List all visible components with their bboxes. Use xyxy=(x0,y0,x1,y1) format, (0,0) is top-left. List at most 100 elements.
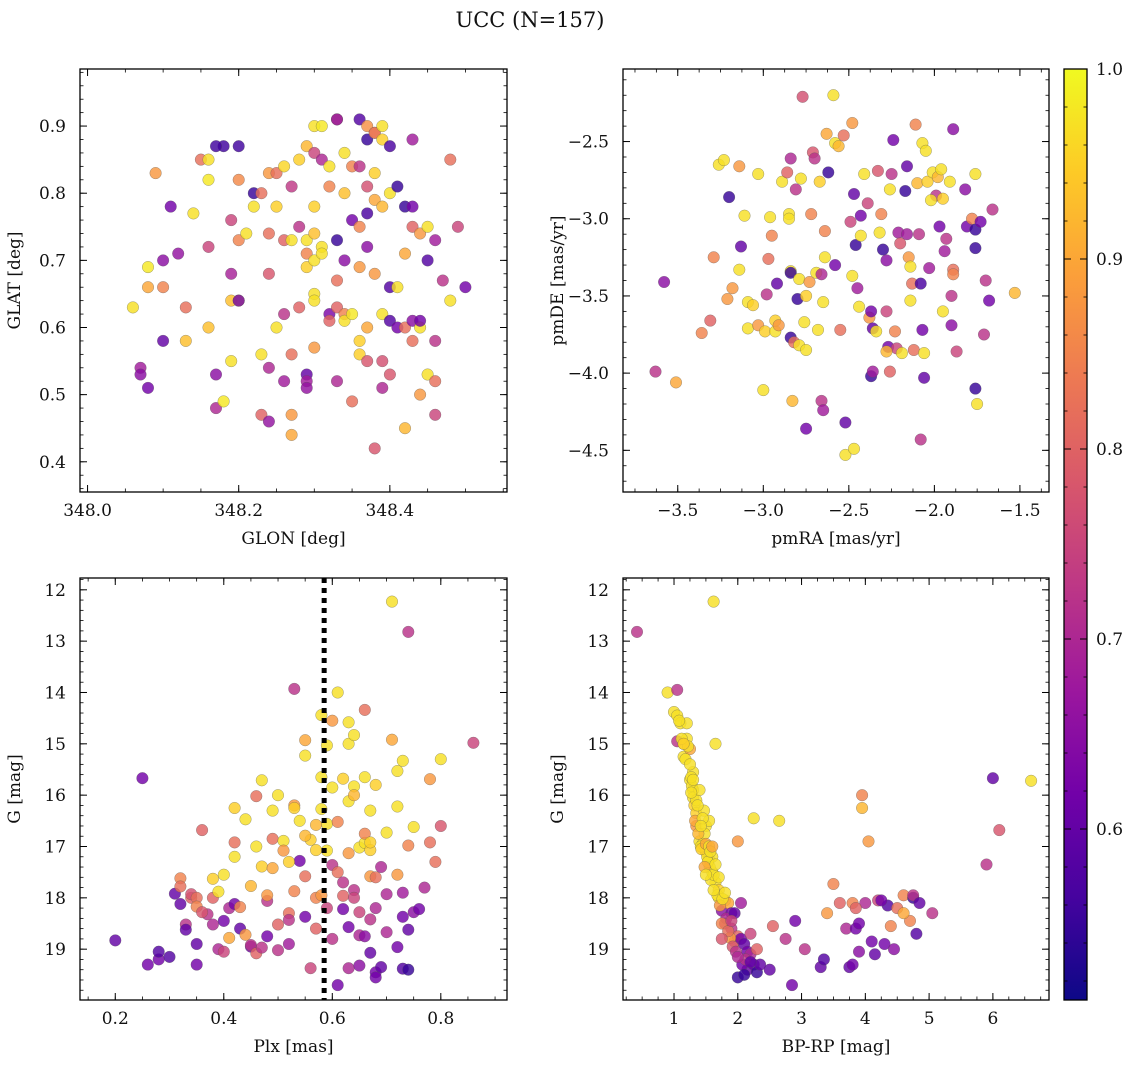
data-point xyxy=(310,818,323,831)
data-point xyxy=(272,789,285,802)
data-point xyxy=(187,207,200,220)
data-point xyxy=(750,943,763,956)
points xyxy=(649,89,1021,461)
x-tick-label: 348.2 xyxy=(214,501,263,521)
data-point xyxy=(776,175,789,188)
data-point xyxy=(699,868,712,881)
data-point xyxy=(266,832,279,845)
data-point xyxy=(326,932,339,945)
y-tick-label: −4.0 xyxy=(568,364,609,384)
data-point xyxy=(877,243,890,256)
data-point xyxy=(337,889,350,902)
data-point xyxy=(217,868,230,881)
data-point xyxy=(894,237,907,250)
data-point xyxy=(421,220,434,233)
data-point xyxy=(331,234,344,247)
data-point xyxy=(800,289,813,302)
data-point xyxy=(202,321,215,334)
data-point xyxy=(209,368,222,381)
data-point xyxy=(444,294,457,307)
data-point xyxy=(974,215,987,228)
data-point xyxy=(300,261,313,274)
data-point xyxy=(300,140,313,153)
data-point xyxy=(854,209,867,222)
y-tick-label: 0.8 xyxy=(39,184,66,204)
data-point xyxy=(380,926,393,939)
data-point xyxy=(813,175,826,188)
data-point xyxy=(346,395,359,408)
data-point xyxy=(361,180,374,193)
data-point xyxy=(467,736,480,749)
data-point xyxy=(897,907,910,920)
data-point xyxy=(899,184,912,197)
data-point xyxy=(856,789,869,802)
axes-frame xyxy=(622,577,1050,1001)
data-point xyxy=(277,844,290,857)
data-point xyxy=(735,240,748,253)
data-point xyxy=(947,123,960,136)
y-tick-label: 14 xyxy=(587,683,609,703)
data-point xyxy=(883,183,896,196)
data-point xyxy=(285,348,298,361)
data-point xyxy=(865,305,878,318)
data-point xyxy=(436,274,449,287)
axes-frame xyxy=(79,577,508,1001)
y-tick-label: 16 xyxy=(44,786,66,806)
data-point xyxy=(752,167,765,180)
data-point xyxy=(885,167,898,180)
data-point xyxy=(765,229,778,242)
points xyxy=(631,595,1038,992)
data-point xyxy=(803,276,816,289)
data-point xyxy=(938,245,951,258)
data-point xyxy=(673,714,686,727)
data-point xyxy=(310,844,323,857)
data-point xyxy=(261,889,274,902)
data-point xyxy=(784,152,797,165)
data-point xyxy=(348,789,361,802)
data-point xyxy=(875,208,888,221)
data-point xyxy=(346,308,359,321)
data-point xyxy=(358,703,371,716)
data-point xyxy=(429,855,442,868)
y-axis-label: G [mag] xyxy=(548,754,568,823)
data-point xyxy=(163,950,176,963)
data-point xyxy=(391,281,404,294)
data-point xyxy=(670,376,683,389)
data-point xyxy=(179,334,192,347)
data-point xyxy=(827,878,840,891)
data-point xyxy=(391,868,404,881)
data-point xyxy=(299,734,312,747)
data-point xyxy=(361,240,374,253)
data-point xyxy=(849,902,862,915)
data-point xyxy=(818,225,831,238)
data-point xyxy=(414,388,427,401)
figure-title: UCC (N=157) xyxy=(456,8,605,32)
data-point xyxy=(429,234,442,247)
data-point xyxy=(853,300,866,313)
data-point xyxy=(759,325,772,338)
data-point xyxy=(413,903,426,916)
data-point xyxy=(331,375,344,388)
data-point xyxy=(913,897,926,910)
data-point xyxy=(299,910,312,923)
data-point xyxy=(707,595,720,608)
data-point xyxy=(337,903,350,916)
data-point xyxy=(741,322,754,335)
data-point xyxy=(337,772,350,785)
data-point xyxy=(315,120,328,133)
data-point xyxy=(878,938,891,951)
data-point xyxy=(209,402,222,415)
data-point xyxy=(709,737,722,750)
data-point xyxy=(342,737,355,750)
data-point xyxy=(206,872,219,885)
data-point xyxy=(649,365,662,378)
x-axis-label: Plx [mas] xyxy=(253,1037,333,1057)
data-point xyxy=(293,220,306,233)
data-point xyxy=(719,886,732,899)
data-point xyxy=(800,344,813,357)
data-point xyxy=(282,913,295,926)
data-point xyxy=(331,866,344,879)
data-point xyxy=(157,254,170,267)
data-point xyxy=(323,160,336,173)
y-tick-label: 18 xyxy=(587,889,609,909)
